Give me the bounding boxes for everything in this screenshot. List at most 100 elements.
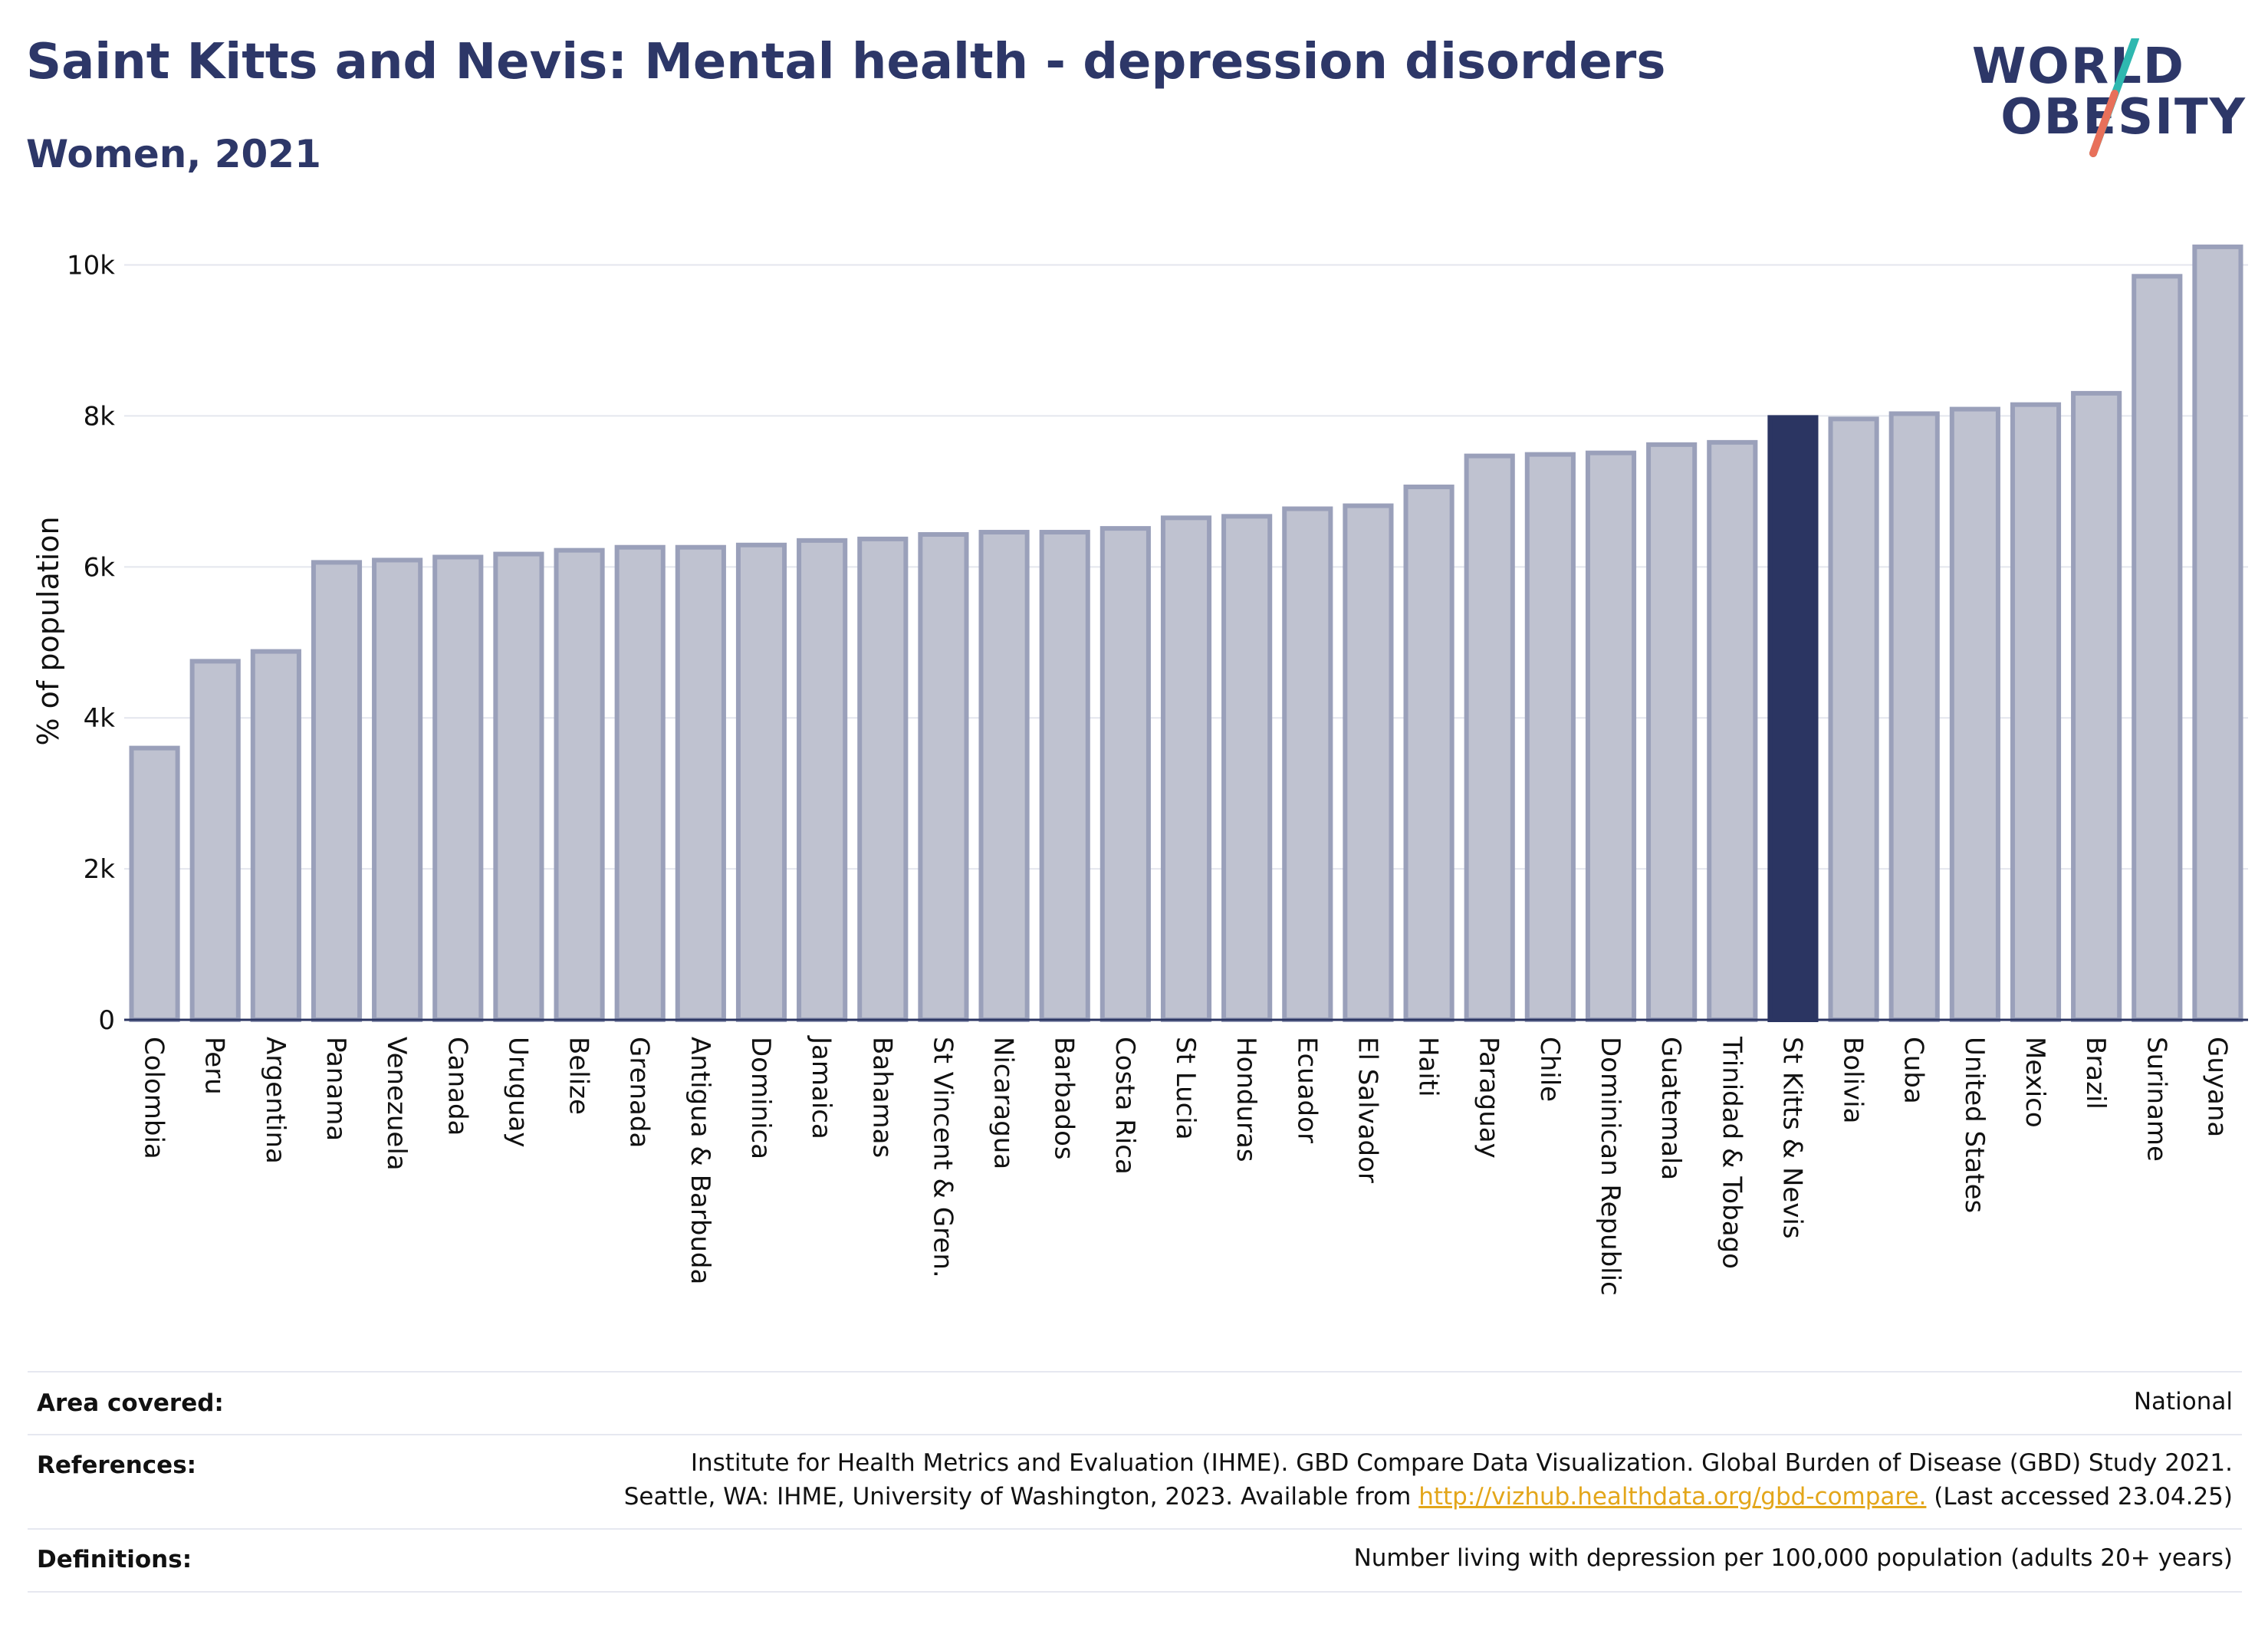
- footer-divider: [28, 1434, 2242, 1435]
- bars: [129, 244, 2243, 1023]
- bar: [432, 554, 484, 1022]
- bar: [189, 659, 241, 1023]
- footer-divider: [28, 1591, 2242, 1593]
- bar: [1464, 453, 1515, 1022]
- definitions-label: Definitions:: [37, 1546, 192, 1573]
- x-tick-label: Argentina: [260, 1037, 291, 1164]
- x-tick-label: Belize: [564, 1037, 594, 1115]
- x-tick-label: Guatemala: [1655, 1037, 1686, 1180]
- bar: [250, 649, 301, 1022]
- x-tick-label: Canada: [442, 1037, 472, 1136]
- logo-word-world: WORLD: [1971, 38, 2185, 95]
- x-tick-label: Jamaica: [806, 1035, 837, 1139]
- x-tick-label: Colombia: [139, 1037, 169, 1159]
- x-axis-labels: Colombia Peru Argentina Panama Venezuela Cana…: [139, 1035, 2233, 1296]
- x-tick-label: St Kitts & Nevis: [1777, 1037, 1807, 1239]
- x-tick-label: Cuba: [1898, 1037, 1929, 1104]
- footer-divider: [28, 1371, 2242, 1373]
- x-tick-label: St Lucia: [1170, 1037, 1201, 1140]
- bar: [554, 547, 605, 1023]
- logo-word-obesity: OBESITY: [2000, 89, 2247, 146]
- bar: [2071, 390, 2122, 1023]
- references-line-2-pre: Seattle, WA: IHME, University of Washing…: [623, 1483, 1412, 1511]
- x-tick-label: United States: [1959, 1037, 1990, 1213]
- x-tick-label: St Vincent & Gren.: [927, 1037, 958, 1278]
- definitions-value: Number living with depression per 100,00…: [1353, 1544, 2233, 1572]
- area-covered-value: National: [2133, 1388, 2233, 1415]
- bar: [311, 560, 363, 1023]
- x-tick-label: Bahamas: [866, 1037, 897, 1158]
- bar: [1221, 514, 1273, 1023]
- x-tick-label: Paraguay: [1474, 1037, 1504, 1159]
- x-tick-label: Honduras: [1231, 1037, 1261, 1162]
- logo-slash-icon: [2089, 38, 2139, 157]
- references-line-1: Institute for Health Metrics and Evaluat…: [690, 1449, 2233, 1477]
- bar: [1524, 452, 1576, 1022]
- bar-chart: 0 2k 4k 6k 8k 10k Colombia Peru Argentina Panama…: [31, 244, 2248, 1296]
- bar: [372, 557, 423, 1022]
- x-tick-label: Guyana: [2201, 1037, 2232, 1137]
- bar: [129, 745, 180, 1022]
- x-tick-label: Dominica: [745, 1037, 776, 1159]
- bar: [1585, 450, 1637, 1022]
- footer-divider: [28, 1528, 2242, 1530]
- bar: [2192, 244, 2243, 1022]
- x-tick-label: Peru: [199, 1037, 230, 1095]
- x-tick-label: Trinidad & Tobago: [1716, 1036, 1747, 1269]
- bar: [978, 530, 1030, 1022]
- x-tick-label: El Salvador: [1352, 1037, 1382, 1183]
- x-tick-label: Bolivia: [1838, 1037, 1869, 1123]
- x-tick-label: Chile: [1534, 1037, 1565, 1102]
- y-tick-label: 8k: [84, 401, 116, 432]
- bar: [1646, 442, 1698, 1022]
- x-tick-label: Brazil: [2080, 1037, 2111, 1110]
- x-tick-label: Ecuador: [1291, 1037, 1322, 1143]
- y-tick-label: 0: [98, 1005, 115, 1036]
- x-tick-label: Grenada: [624, 1037, 655, 1148]
- bar: [1099, 526, 1151, 1022]
- bar: [1707, 439, 1758, 1022]
- bar: [2132, 274, 2183, 1023]
- x-tick-label: Barbados: [1049, 1037, 1080, 1160]
- bar: [1343, 503, 1394, 1023]
- x-tick-label: Panama: [320, 1037, 351, 1141]
- bar: [2010, 402, 2062, 1022]
- bar: [493, 551, 544, 1022]
- bar: [675, 544, 726, 1023]
- bar: [1828, 416, 1879, 1022]
- bar-highlight: [1767, 415, 1819, 1022]
- bar: [1160, 515, 1212, 1023]
- bar: [735, 542, 787, 1022]
- bar: [797, 538, 848, 1022]
- chart-subtitle: Women, 2021: [26, 132, 321, 176]
- references-link[interactable]: http://vizhub.healthdata.org/gbd-compare…: [1418, 1483, 1927, 1511]
- bar: [1282, 506, 1333, 1023]
- y-axis-label: % of population: [31, 516, 65, 745]
- bar: [1949, 406, 2000, 1022]
- bar: [918, 531, 969, 1022]
- y-tick-label: 10k: [67, 251, 115, 281]
- bar: [1039, 530, 1090, 1022]
- y-tick-label: 2k: [84, 854, 116, 885]
- x-tick-label: Mexico: [2020, 1037, 2050, 1128]
- x-tick-label: Nicaragua: [988, 1037, 1019, 1169]
- y-axis-ticks: 0 2k 4k 6k 8k 10k: [67, 251, 115, 1036]
- world-obesity-logo: WORLD OBESITY: [1972, 38, 2247, 161]
- y-tick-label: 6k: [84, 552, 116, 583]
- bar: [614, 544, 666, 1023]
- bar: [1403, 484, 1454, 1022]
- x-tick-label: Haiti: [1413, 1037, 1444, 1097]
- references-line-2: Seattle, WA: IHME, University of Washing…: [624, 1480, 2233, 1514]
- x-tick-label: Dominican Republic: [1595, 1037, 1625, 1296]
- references-line-2-post: (Last accessed 23.04.25): [1934, 1483, 2233, 1511]
- area-covered-label: Area covered:: [37, 1389, 224, 1417]
- references-text: Institute for Health Metrics and Evaluat…: [624, 1446, 2233, 1514]
- chart-title: Saint Kitts and Nevis: Mental health - d…: [26, 34, 1666, 90]
- bar: [1888, 411, 1940, 1022]
- bar: [857, 536, 909, 1022]
- x-tick-label: Suriname: [2141, 1037, 2171, 1162]
- x-tick-label: Uruguay: [502, 1037, 533, 1148]
- y-tick-label: 4k: [84, 703, 116, 734]
- x-tick-label: Venezuela: [381, 1037, 412, 1171]
- x-tick-label: Costa Rica: [1109, 1037, 1140, 1175]
